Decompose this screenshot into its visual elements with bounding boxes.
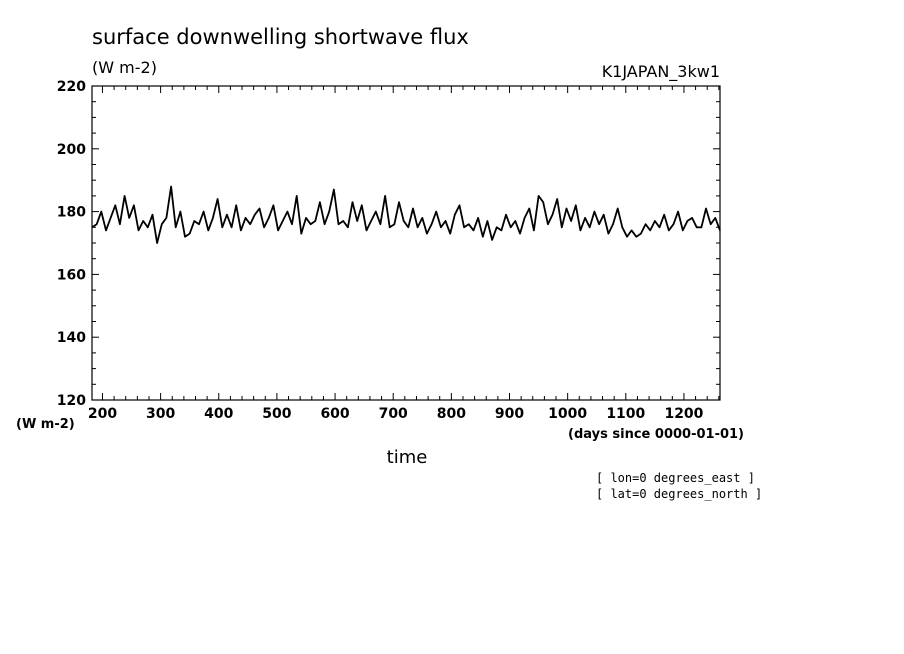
y-tick-label: 160 xyxy=(57,267,86,283)
note-longitude: [ lon=0 degrees_east ] xyxy=(596,471,755,485)
x-tick-label: 700 xyxy=(379,406,408,422)
chart-title: surface downwelling shortwave flux xyxy=(92,25,469,49)
axis-ticks xyxy=(92,85,720,401)
x-tick-label: 300 xyxy=(146,406,175,422)
tick-labels: 120 140 160 180 200 220 200 300 400 500 600 700 800 9… xyxy=(57,79,704,422)
chart-units: (W m-2) xyxy=(92,58,157,77)
y-tick-label: 140 xyxy=(57,330,86,346)
y-axis-units: (W m-2) xyxy=(16,417,75,432)
plot-frame xyxy=(91,85,721,401)
dataset-label: K1JAPAN_3kw1 xyxy=(602,62,720,82)
x-tick-label: 600 xyxy=(320,406,349,422)
x-tick-label: 1200 xyxy=(664,406,703,422)
note-latitude: [ lat=0 degrees_north ] xyxy=(596,487,762,501)
x-axis-label: time xyxy=(387,447,428,468)
x-tick-label: 200 xyxy=(88,406,117,422)
x-tick-label: 900 xyxy=(495,406,524,422)
y-tick-label: 180 xyxy=(57,205,86,221)
x-tick-label: 400 xyxy=(204,406,233,422)
flux-series-line xyxy=(91,185,721,244)
x-tick-label: 1100 xyxy=(606,406,645,422)
x-tick-label: 800 xyxy=(437,406,466,422)
x-axis-units: (days since 0000-01-01) xyxy=(568,427,744,442)
y-tick-label: 120 xyxy=(57,393,86,409)
y-tick-label: 200 xyxy=(57,142,86,158)
x-tick-label: 500 xyxy=(262,406,291,422)
x-tick-label: 1000 xyxy=(548,406,587,422)
y-tick-label: 220 xyxy=(57,79,86,95)
